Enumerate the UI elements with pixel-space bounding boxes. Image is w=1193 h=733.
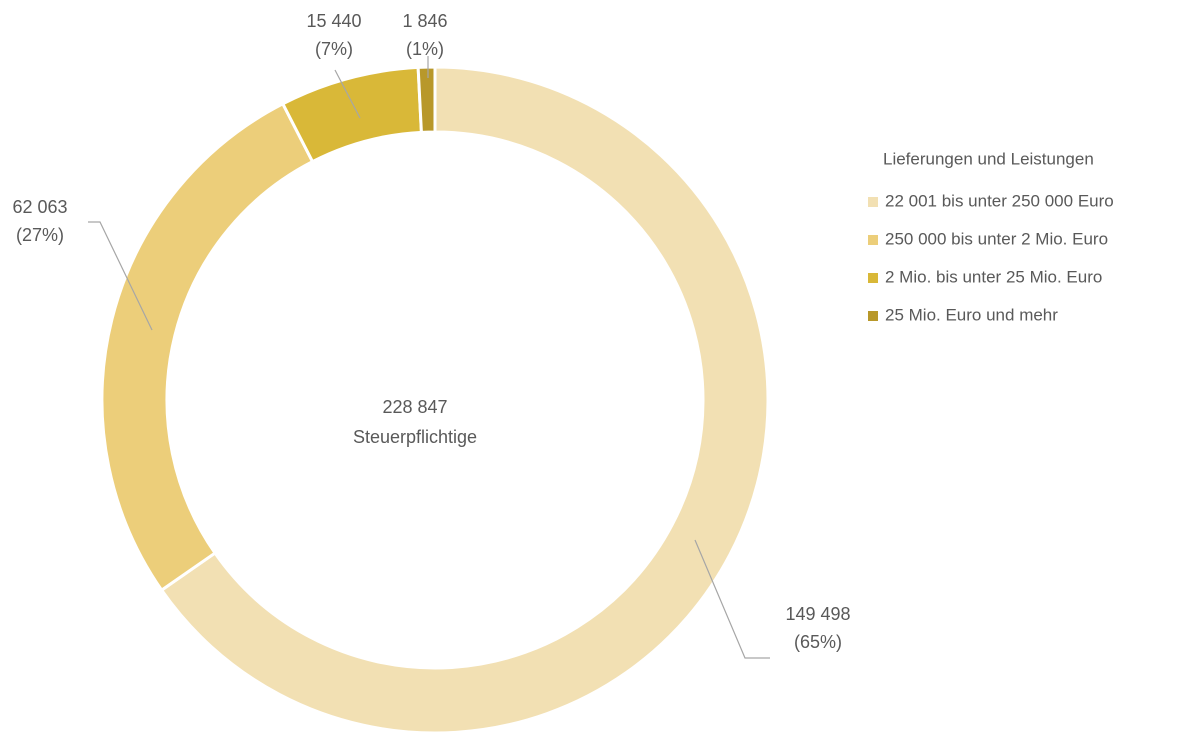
percent-label: (7%): [315, 39, 353, 59]
legend-swatch: [868, 311, 878, 321]
legend-label: 22 001 bis unter 250 000 Euro: [885, 191, 1114, 210]
value-label: 62 063: [12, 197, 67, 217]
slice: [416, 65, 437, 134]
legend-label: 2 Mio. bis unter 25 Mio. Euro: [885, 267, 1102, 286]
leader-line: [694, 539, 770, 659]
legend-swatch: [868, 197, 878, 207]
legend-label: 25 Mio. Euro und mehr: [885, 305, 1058, 324]
percent-label: (65%): [794, 632, 842, 652]
slice: [280, 65, 423, 164]
center-text: Steuerpflichtige: [353, 427, 477, 447]
legend-title: Lieferungen und Leistungen: [883, 149, 1094, 168]
percent-label: (27%): [16, 225, 64, 245]
slice: [100, 101, 315, 593]
center-value: 228 847: [382, 397, 447, 417]
slice: [159, 65, 770, 733]
value-label: 1 846: [402, 11, 447, 31]
legend-swatch: [868, 273, 878, 283]
leader-line: [88, 221, 153, 331]
percent-label: (1%): [406, 39, 444, 59]
legend-swatch: [868, 235, 878, 245]
leader-line: [334, 69, 361, 119]
value-label: 149 498: [785, 604, 850, 624]
legend-label: 250 000 bis unter 2 Mio. Euro: [885, 229, 1108, 248]
value-label: 15 440: [306, 11, 361, 31]
